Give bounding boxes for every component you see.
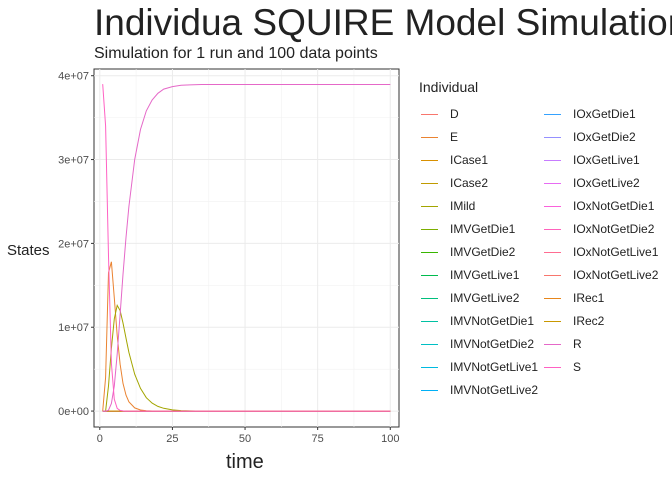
legend-key xyxy=(421,205,438,207)
series-line-r xyxy=(102,84,391,412)
legend-item-imvgetdie2: IMVGetDie2 xyxy=(421,243,515,261)
y-tick-label: 0e+00 xyxy=(58,406,89,418)
legend-item-imild: IMild xyxy=(421,197,475,215)
legend-label: IOxGetDie2 xyxy=(573,130,636,144)
legend-label: IMVNotGetLive2 xyxy=(450,383,539,397)
legend-key xyxy=(544,320,561,322)
chart-subtitle: Simulation for 1 run and 100 data points xyxy=(94,45,378,62)
x-tick-label: 0 xyxy=(97,433,103,445)
legend-key xyxy=(421,136,438,138)
legend-label: IMVNotGetDie1 xyxy=(450,314,535,328)
legend-label: IOxNotGetDie1 xyxy=(573,199,655,213)
legend-key xyxy=(421,159,438,161)
legend-label: IMVGetLive2 xyxy=(450,291,520,305)
y-axis-label: States xyxy=(7,242,50,259)
chart-title: Individua SQUIRE Model Simulation xyxy=(94,2,672,43)
legend-label: IRec1 xyxy=(573,291,605,305)
series-lines xyxy=(102,84,391,412)
y-tick-label: 4e+07 xyxy=(58,71,89,83)
legend-key xyxy=(421,251,438,253)
legend-label: IRec2 xyxy=(573,314,605,328)
legend-key xyxy=(421,389,438,391)
x-tick-label: 25 xyxy=(166,433,178,445)
legend-label: IMVGetLive1 xyxy=(450,268,520,282)
legend-item-ioxgetlive1: IOxGetLive1 xyxy=(544,151,640,169)
legend-item-ioxgetdie2: IOxGetDie2 xyxy=(544,128,636,146)
legend-label: S xyxy=(573,360,582,374)
legend-item-icase1: ICase1 xyxy=(421,151,488,169)
legend-key xyxy=(421,113,438,115)
legend-item-d: D xyxy=(421,105,459,123)
legend-label: IMild xyxy=(450,199,476,213)
legend-item-imvnotgetlive1: IMVNotGetLive1 xyxy=(421,358,538,376)
legend-item-r: R xyxy=(544,335,582,353)
y-tick-label: 1e+07 xyxy=(58,322,89,334)
legend-item-ioxnotgetdie1: IOxNotGetDie1 xyxy=(544,197,654,215)
legend-key xyxy=(544,228,561,230)
legend-item-ioxnotgetlive2: IOxNotGetLive2 xyxy=(544,266,658,284)
axis-ticks: 0 25 50 75 100 0e+00 1e+07 2e+07 3e+07 4e+07 xyxy=(58,71,399,445)
legend-key xyxy=(544,205,561,207)
legend-label: IMVGetDie1 xyxy=(450,222,516,236)
legend-key xyxy=(421,343,438,345)
x-tick-label: 75 xyxy=(312,433,324,445)
legend-key xyxy=(421,182,438,184)
x-tick-label: 100 xyxy=(381,433,399,445)
legend-item-imvgetlive1: IMVGetLive1 xyxy=(421,266,519,284)
legend-key xyxy=(544,343,561,345)
legend-key xyxy=(421,274,438,276)
legend-label: IOxGetLive2 xyxy=(573,176,640,190)
legend-key xyxy=(544,113,561,115)
legend-key xyxy=(544,182,561,184)
legend-item-imvgetdie1: IMVGetDie1 xyxy=(421,220,515,238)
legend-item-ioxnotgetdie2: IOxNotGetDie2 xyxy=(544,220,654,238)
legend-item-ioxgetdie1: IOxGetDie1 xyxy=(544,105,636,123)
plot-panel xyxy=(93,68,400,428)
legend-item-icase2: ICase2 xyxy=(421,174,488,192)
legend-key xyxy=(421,297,438,299)
legend-key xyxy=(544,366,561,368)
grid-lines xyxy=(94,69,399,427)
legend-label: IOxGetLive1 xyxy=(573,153,640,167)
legend-key xyxy=(544,297,561,299)
legend-label: ICase2 xyxy=(450,176,489,190)
legend-label: IMVNotGetLive1 xyxy=(450,360,539,374)
y-tick-label: 3e+07 xyxy=(58,155,89,167)
legend-key xyxy=(544,159,561,161)
legend-item-s: S xyxy=(544,358,581,376)
legend-label: ICase1 xyxy=(450,153,489,167)
legend-item-ioxnotgetlive1: IOxNotGetLive1 xyxy=(544,243,658,261)
series-line-s xyxy=(102,84,391,412)
legend-label: IOxGetDie1 xyxy=(573,107,636,121)
legend-label: IMVGetDie2 xyxy=(450,245,516,259)
legend-item-ioxgetlive2: IOxGetLive2 xyxy=(544,174,640,192)
legend-label: IOxNotGetDie2 xyxy=(573,222,655,236)
legend-key xyxy=(421,228,438,230)
legend-key xyxy=(544,251,561,253)
x-axis-label: time xyxy=(226,451,264,473)
legend-title: Individual xyxy=(419,79,479,95)
legend-key xyxy=(421,366,438,368)
legend-label: IOxNotGetLive1 xyxy=(573,245,659,259)
legend-item-imvnotgetdie1: IMVNotGetDie1 xyxy=(421,312,534,330)
legend-label: IMVNotGetDie2 xyxy=(450,337,535,351)
legend-item-imvnotgetlive2: IMVNotGetLive2 xyxy=(421,381,538,399)
legend-item-e: E xyxy=(421,128,458,146)
legend-item-imvgetlive2: IMVGetLive2 xyxy=(421,289,519,307)
legend-item-irec1: IRec1 xyxy=(544,289,604,307)
legend-key xyxy=(421,320,438,322)
legend-label: IOxNotGetLive2 xyxy=(573,268,659,282)
y-tick-label: 2e+07 xyxy=(58,238,89,250)
legend-item-imvnotgetdie2: IMVNotGetDie2 xyxy=(421,335,534,353)
legend-key xyxy=(544,136,561,138)
x-tick-label: 50 xyxy=(239,433,251,445)
legend-key xyxy=(544,274,561,276)
legend-label: D xyxy=(450,107,459,121)
legend-item-irec2: IRec2 xyxy=(544,312,604,330)
legend-label: E xyxy=(450,130,459,144)
legend-label: R xyxy=(573,337,582,351)
